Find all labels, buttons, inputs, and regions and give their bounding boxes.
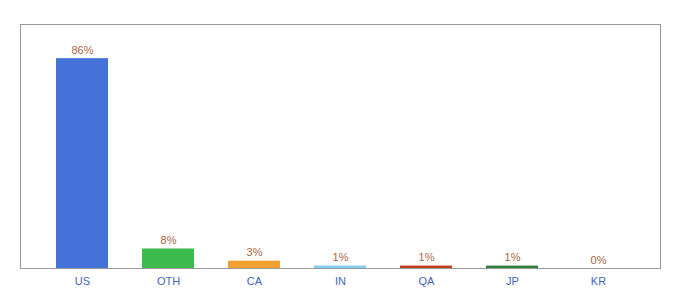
svg-text:KR: KR <box>591 275 606 287</box>
svg-text:3%: 3% <box>247 246 263 258</box>
svg-text:US: US <box>75 275 90 287</box>
svg-text:1%: 1% <box>419 251 435 263</box>
svg-text:IN: IN <box>335 275 346 287</box>
svg-text:CA: CA <box>247 275 263 287</box>
svg-text:1%: 1% <box>505 251 521 263</box>
svg-text:JP: JP <box>506 275 519 287</box>
svg-text:0%: 0% <box>591 254 607 266</box>
svg-text:OTH: OTH <box>157 275 180 287</box>
svg-text:1%: 1% <box>333 251 349 263</box>
svg-text:86%: 86% <box>71 44 93 56</box>
svg-text:8%: 8% <box>161 234 177 246</box>
svg-text:QA: QA <box>419 275 436 287</box>
